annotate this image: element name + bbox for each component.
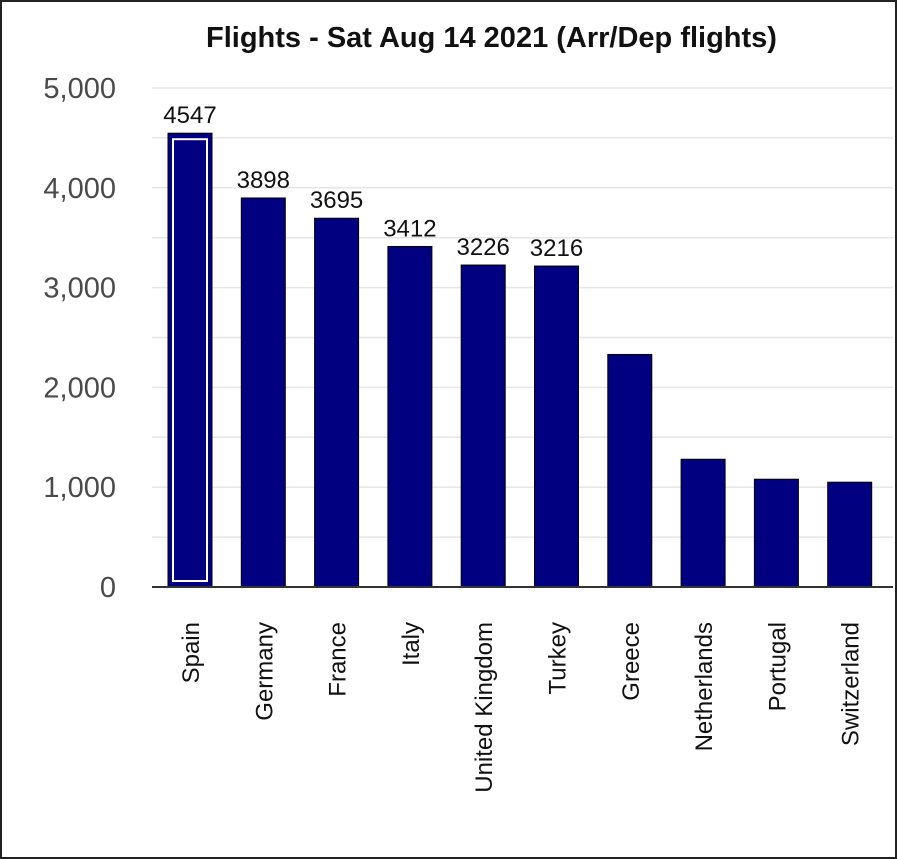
x-tick-label: France <box>325 622 352 697</box>
x-tick-label: Germany <box>251 622 278 721</box>
bar <box>753 478 799 588</box>
x-tick-label: Italy <box>398 622 425 666</box>
data-label: 3898 <box>237 167 290 194</box>
x-tick-label: United Kingdom <box>471 622 498 793</box>
y-tick-label: 4,000 <box>43 173 116 205</box>
x-tick-label: Greece <box>618 622 645 701</box>
x-tick-label: Switzerland <box>838 622 865 746</box>
bar <box>240 197 286 588</box>
x-tick-label: Portugal <box>764 622 791 711</box>
data-label: 3216 <box>530 235 583 262</box>
x-tick-label: Netherlands <box>691 622 718 751</box>
y-tick-label: 3,000 <box>43 273 116 305</box>
bar <box>534 265 579 588</box>
bar <box>387 245 433 588</box>
y-tick-label: 2,000 <box>43 372 116 404</box>
bar <box>167 132 213 588</box>
bar <box>827 481 873 588</box>
y-tick-label: 5,000 <box>43 73 116 105</box>
data-label: 3695 <box>310 187 363 214</box>
data-label: 3226 <box>457 234 510 261</box>
bar <box>680 458 726 588</box>
bar <box>460 264 506 588</box>
x-tick-label: Spain <box>178 622 205 683</box>
data-label: 4547 <box>163 102 216 129</box>
bar <box>314 217 360 588</box>
bar-highlight-outline <box>172 138 208 582</box>
bar <box>607 353 653 588</box>
data-label: 3412 <box>383 215 436 242</box>
y-tick-label: 0 <box>100 572 116 604</box>
chart-title: Flights - Sat Aug 14 2021 (Arr/Dep fligh… <box>206 22 777 54</box>
y-tick-label: 1,000 <box>43 472 116 504</box>
x-tick-label: Turkey <box>545 622 572 694</box>
